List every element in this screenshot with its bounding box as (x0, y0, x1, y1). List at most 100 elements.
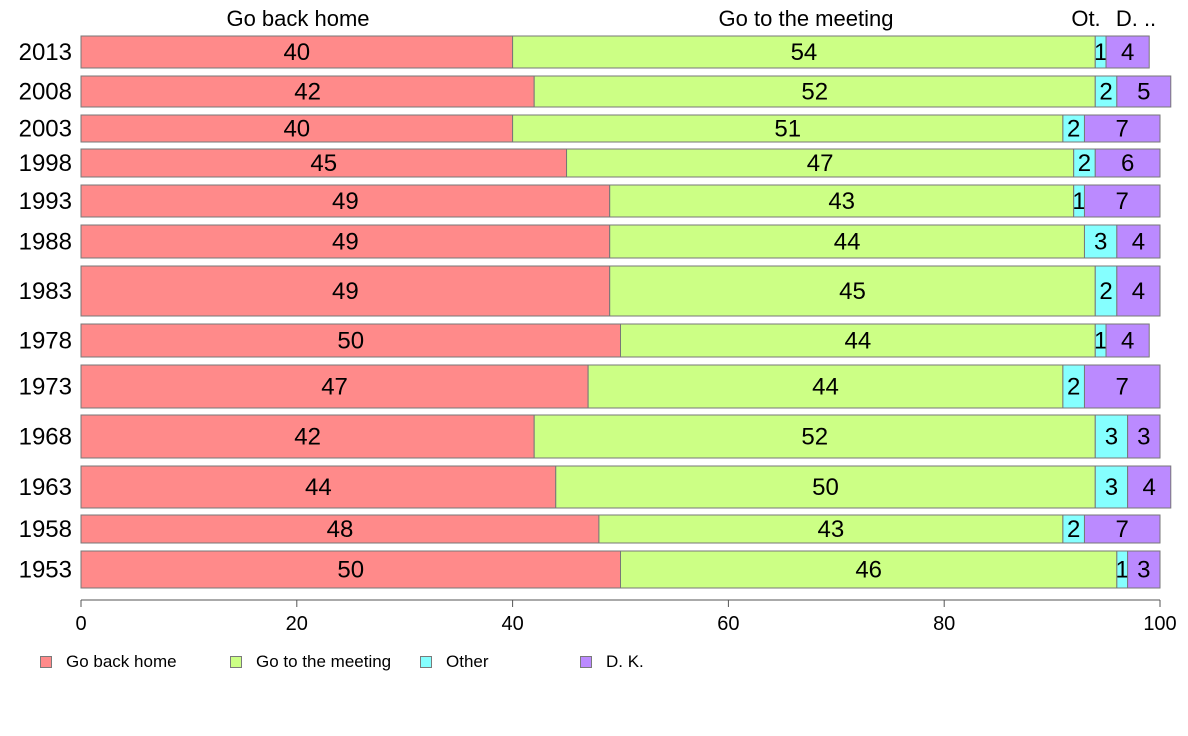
bar-segment (1116, 75, 1172, 108)
data-label: 45 (310, 150, 337, 177)
data-label: 5 (1137, 79, 1150, 106)
data-label: 54 (791, 39, 818, 66)
bar-segment (1083, 224, 1118, 259)
bar-segment (80, 184, 611, 218)
data-label: 49 (332, 188, 359, 215)
data-label: 2 (1067, 116, 1080, 143)
data-label: 50 (812, 474, 839, 501)
category-label: 1978 (19, 328, 72, 355)
data-label: 48 (327, 516, 354, 543)
data-label: 47 (807, 150, 834, 177)
bar-segment (620, 323, 1096, 358)
data-label: 43 (828, 188, 855, 215)
legend-label: Other (446, 652, 489, 671)
data-label: 47 (321, 374, 348, 401)
x-tick-label: 80 (933, 613, 955, 635)
category-label: 2013 (19, 39, 72, 66)
legend-label: Go back home (66, 652, 177, 671)
bar-segment (1116, 265, 1161, 317)
bar-segment (80, 35, 514, 69)
category-label: 1983 (19, 278, 72, 305)
category-label: 1973 (19, 374, 72, 401)
data-label: 3 (1137, 557, 1150, 584)
data-label: 51 (774, 116, 801, 143)
legend-item: Other (420, 652, 580, 672)
bar-segment (80, 114, 514, 143)
data-label: 3 (1105, 474, 1118, 501)
category-label: 2003 (19, 116, 72, 143)
bar-segment (1094, 148, 1161, 178)
data-label: 3 (1137, 424, 1150, 451)
data-label: 4 (1121, 328, 1134, 355)
data-label: 52 (801, 79, 828, 106)
bar-segment (80, 224, 611, 259)
data-label: 4 (1132, 278, 1145, 305)
data-label: 49 (332, 278, 359, 305)
data-label: 1 (1116, 557, 1129, 584)
data-label: 2 (1067, 516, 1080, 543)
bar-segment (1127, 414, 1161, 459)
category-label: 1953 (19, 557, 72, 584)
bar-segment (1083, 514, 1161, 544)
data-label: 3 (1094, 229, 1107, 256)
legend-swatch (40, 656, 52, 668)
data-label: 2 (1099, 79, 1112, 106)
legend-label: D. K. (606, 652, 644, 671)
legend-swatch (580, 656, 592, 668)
data-label: 3 (1105, 424, 1118, 451)
data-label: 44 (812, 374, 839, 401)
bar-segment (1083, 114, 1161, 143)
category-label: 1998 (19, 150, 72, 177)
data-label: 7 (1116, 188, 1129, 215)
bar-segment (1127, 465, 1172, 509)
bar-segment (1083, 184, 1161, 218)
data-label: 45 (839, 278, 866, 305)
legend-swatch (420, 656, 432, 668)
data-label: 4 (1143, 474, 1156, 501)
data-label: 50 (337, 328, 364, 355)
data-label: 52 (801, 424, 828, 451)
bar-segment (80, 465, 557, 509)
data-label: 2 (1078, 150, 1091, 177)
data-label: 46 (855, 557, 882, 584)
data-label: 40 (283, 39, 310, 66)
chart-plot-area: Go back home Go to the meeting Ot. D. ..201… (19, 6, 1177, 635)
data-label: 2 (1067, 374, 1080, 401)
data-label: 6 (1121, 150, 1134, 177)
column-header: Go back home (226, 6, 369, 31)
bar-segment (533, 75, 1096, 108)
bar-segment (80, 323, 621, 358)
x-tick-label: 0 (75, 613, 86, 635)
data-label: 44 (834, 229, 861, 256)
bar-segment (533, 414, 1096, 459)
bar-segment (1105, 323, 1150, 358)
category-label: 1993 (19, 188, 72, 215)
data-label: 7 (1116, 374, 1129, 401)
bar-segment (512, 114, 1064, 143)
data-label: 43 (818, 516, 845, 543)
category-label: 1958 (19, 516, 72, 543)
bar-segment (1105, 35, 1150, 69)
category-label: 1968 (19, 424, 72, 451)
column-header: D. .. (1116, 6, 1156, 31)
bar-segment (80, 265, 611, 317)
bar-segment (80, 550, 621, 589)
x-tick-label: 100 (1143, 613, 1176, 635)
bar-segment (1116, 224, 1161, 259)
data-label: 42 (294, 79, 321, 106)
data-label: 1 (1072, 188, 1085, 215)
bar-segment (555, 465, 1096, 509)
legend-item: Go back home (40, 652, 230, 672)
bar-segment (80, 514, 600, 544)
bar-segment (609, 265, 1096, 317)
bar-segment (598, 514, 1064, 544)
data-label: 49 (332, 229, 359, 256)
data-label: 7 (1116, 116, 1129, 143)
x-tick-label: 40 (501, 613, 523, 635)
column-header: Go to the meeting (719, 6, 894, 31)
category-label: 1963 (19, 474, 72, 501)
bar-segment (512, 35, 1096, 69)
bar-segment (80, 148, 568, 178)
bar-segment (609, 224, 1085, 259)
